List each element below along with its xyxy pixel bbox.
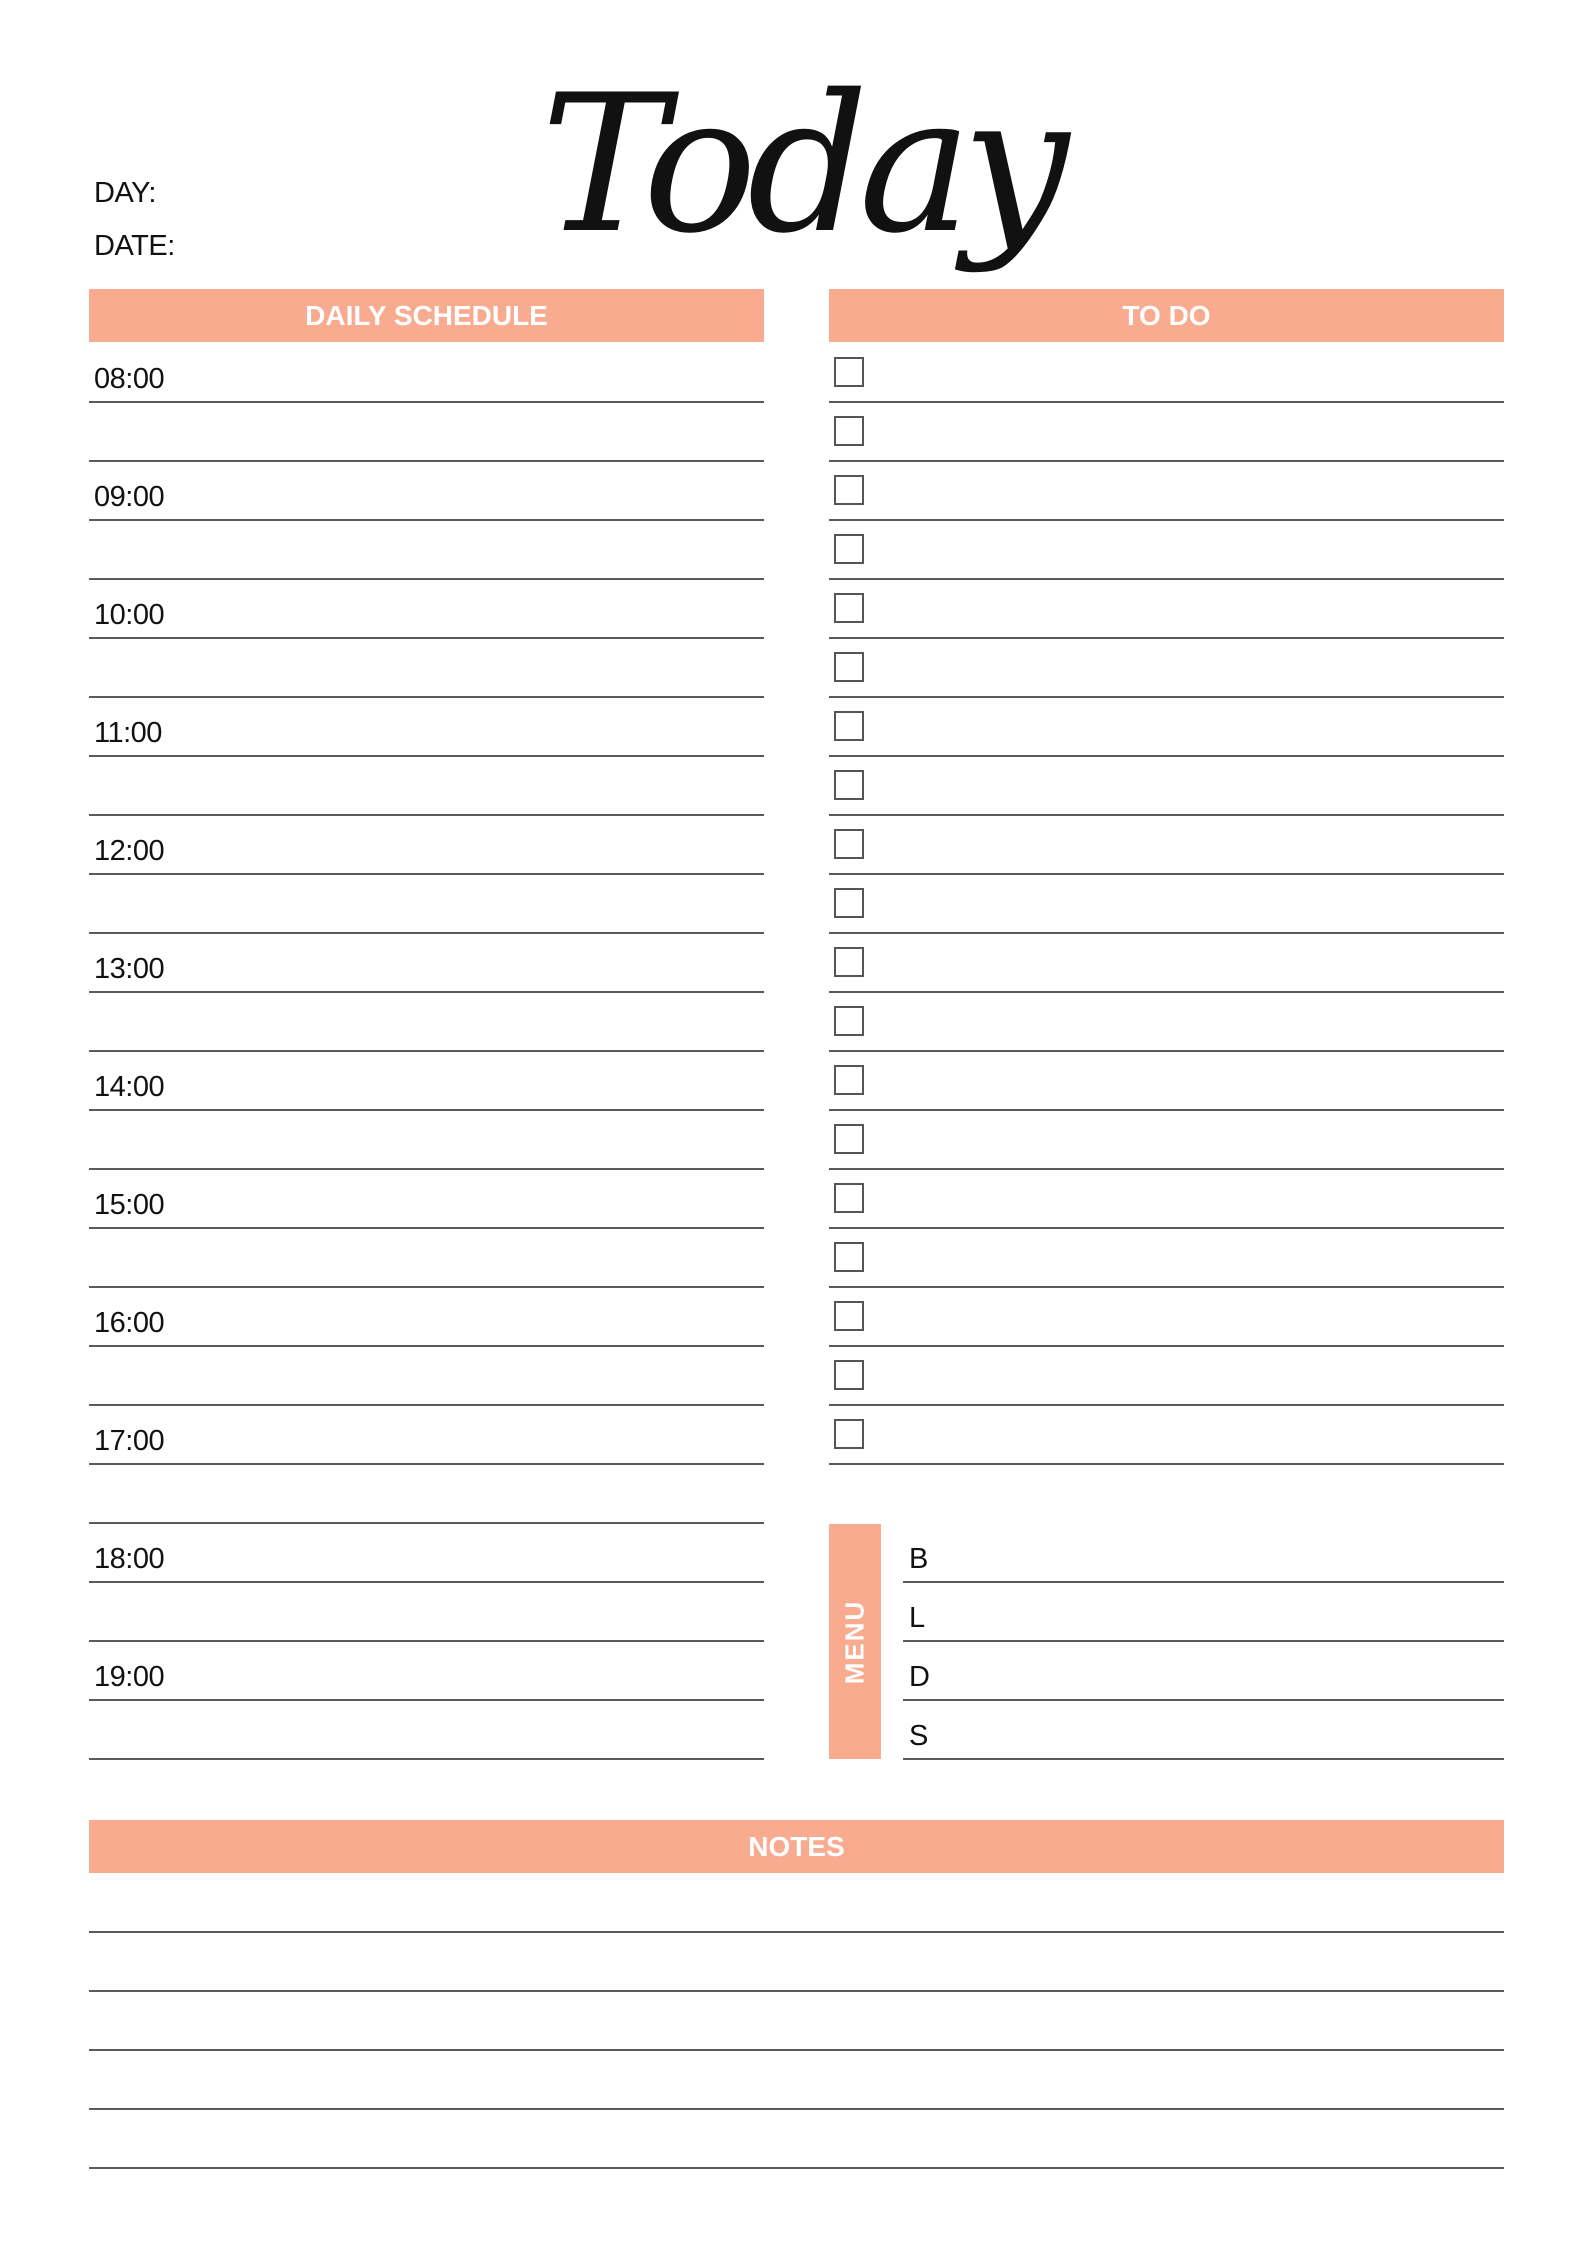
todo-line[interactable] xyxy=(829,1168,1504,1170)
todo-line[interactable] xyxy=(829,401,1504,403)
schedule-line[interactable] xyxy=(89,578,764,580)
notes-line[interactable] xyxy=(89,2108,1504,2110)
menu-label: MENU xyxy=(839,1599,870,1684)
todo-checkbox[interactable] xyxy=(834,593,864,623)
meal-label: B xyxy=(909,1543,928,1575)
time-label: 15:00 xyxy=(94,1189,165,1221)
todo-line[interactable] xyxy=(829,755,1504,757)
todo-line[interactable] xyxy=(829,1109,1504,1111)
meal-line[interactable] xyxy=(903,1758,1504,1760)
time-label: 18:00 xyxy=(94,1543,165,1575)
notes-line[interactable] xyxy=(89,1931,1504,1933)
time-label: 11:00 xyxy=(94,717,162,749)
schedule-line[interactable] xyxy=(89,460,764,462)
todo-checkbox[interactable] xyxy=(834,770,864,800)
time-label: 08:00 xyxy=(94,363,165,395)
schedule-line[interactable] xyxy=(89,1522,764,1524)
schedule-line[interactable] xyxy=(89,1640,764,1642)
notes-line[interactable] xyxy=(89,2167,1504,2169)
time-label: 09:00 xyxy=(94,481,165,513)
meal-line[interactable] xyxy=(903,1581,1504,1583)
schedule-line[interactable] xyxy=(89,1345,764,1347)
todo-line[interactable] xyxy=(829,932,1504,934)
time-label: 19:00 xyxy=(94,1661,165,1693)
todo-checkbox[interactable] xyxy=(834,888,864,918)
todo-line[interactable] xyxy=(829,873,1504,875)
todo-checkbox[interactable] xyxy=(834,947,864,977)
todo-line[interactable] xyxy=(829,1404,1504,1406)
schedule-line[interactable] xyxy=(89,1227,764,1229)
meal-line[interactable] xyxy=(903,1640,1504,1642)
schedule-line[interactable] xyxy=(89,637,764,639)
meal-label: L xyxy=(909,1602,925,1634)
schedule-line[interactable] xyxy=(89,1109,764,1111)
meal-label: S xyxy=(909,1720,928,1752)
schedule-line[interactable] xyxy=(89,814,764,816)
time-label: 16:00 xyxy=(94,1307,165,1339)
schedule-line[interactable] xyxy=(89,873,764,875)
todo-line[interactable] xyxy=(829,814,1504,816)
schedule-line[interactable] xyxy=(89,755,764,757)
todo-line[interactable] xyxy=(829,637,1504,639)
todo-line[interactable] xyxy=(829,696,1504,698)
todo-checkbox[interactable] xyxy=(834,1242,864,1272)
date-label: DATE: xyxy=(94,230,175,262)
schedule-line[interactable] xyxy=(89,932,764,934)
todo-line[interactable] xyxy=(829,1345,1504,1347)
notes-line[interactable] xyxy=(89,1990,1504,1992)
time-label: 10:00 xyxy=(94,599,165,631)
todo-checkbox[interactable] xyxy=(834,357,864,387)
schedule-line[interactable] xyxy=(89,1050,764,1052)
todo-checkbox[interactable] xyxy=(834,1065,864,1095)
schedule-line[interactable] xyxy=(89,1699,764,1701)
todo-line[interactable] xyxy=(829,519,1504,521)
todo-line[interactable] xyxy=(829,460,1504,462)
todo-line[interactable] xyxy=(829,1227,1504,1229)
time-label: 17:00 xyxy=(94,1425,165,1457)
schedule-line[interactable] xyxy=(89,1463,764,1465)
schedule-line[interactable] xyxy=(89,1286,764,1288)
day-label: DAY: xyxy=(94,177,156,209)
schedule-line[interactable] xyxy=(89,401,764,403)
todo-checkbox[interactable] xyxy=(834,416,864,446)
todo-checkbox[interactable] xyxy=(834,1124,864,1154)
time-label: 12:00 xyxy=(94,835,165,867)
schedule-line[interactable] xyxy=(89,1758,764,1760)
time-label: 14:00 xyxy=(94,1071,165,1103)
todo-checkbox[interactable] xyxy=(834,534,864,564)
todo-checkbox[interactable] xyxy=(834,1006,864,1036)
todo-line[interactable] xyxy=(829,1050,1504,1052)
todo-checkbox[interactable] xyxy=(834,475,864,505)
todo-checkbox[interactable] xyxy=(834,829,864,859)
schedule-line[interactable] xyxy=(89,1581,764,1583)
schedule-line[interactable] xyxy=(89,1168,764,1170)
schedule-line[interactable] xyxy=(89,1404,764,1406)
meal-label: D xyxy=(909,1661,930,1693)
menu-sidebar: MENU xyxy=(829,1524,881,1759)
todo-checkbox[interactable] xyxy=(834,711,864,741)
todo-checkbox[interactable] xyxy=(834,1183,864,1213)
todo-checkbox[interactable] xyxy=(834,652,864,682)
notes-header: NOTES xyxy=(89,1820,1504,1873)
today-title-lettering: Today xyxy=(540,54,1070,275)
schedule-line[interactable] xyxy=(89,696,764,698)
time-label: 13:00 xyxy=(94,953,165,985)
daily-schedule-header: DAILY SCHEDULE xyxy=(89,289,764,342)
schedule-line[interactable] xyxy=(89,991,764,993)
notes-line[interactable] xyxy=(89,2049,1504,2051)
todo-line[interactable] xyxy=(829,578,1504,580)
todo-checkbox[interactable] xyxy=(834,1360,864,1390)
schedule-line[interactable] xyxy=(89,519,764,521)
todo-checkbox[interactable] xyxy=(834,1419,864,1449)
todo-line[interactable] xyxy=(829,991,1504,993)
todo-line[interactable] xyxy=(829,1463,1504,1465)
todo-header: TO DO xyxy=(829,289,1504,342)
meal-line[interactable] xyxy=(903,1699,1504,1701)
todo-checkbox[interactable] xyxy=(834,1301,864,1331)
todo-line[interactable] xyxy=(829,1286,1504,1288)
